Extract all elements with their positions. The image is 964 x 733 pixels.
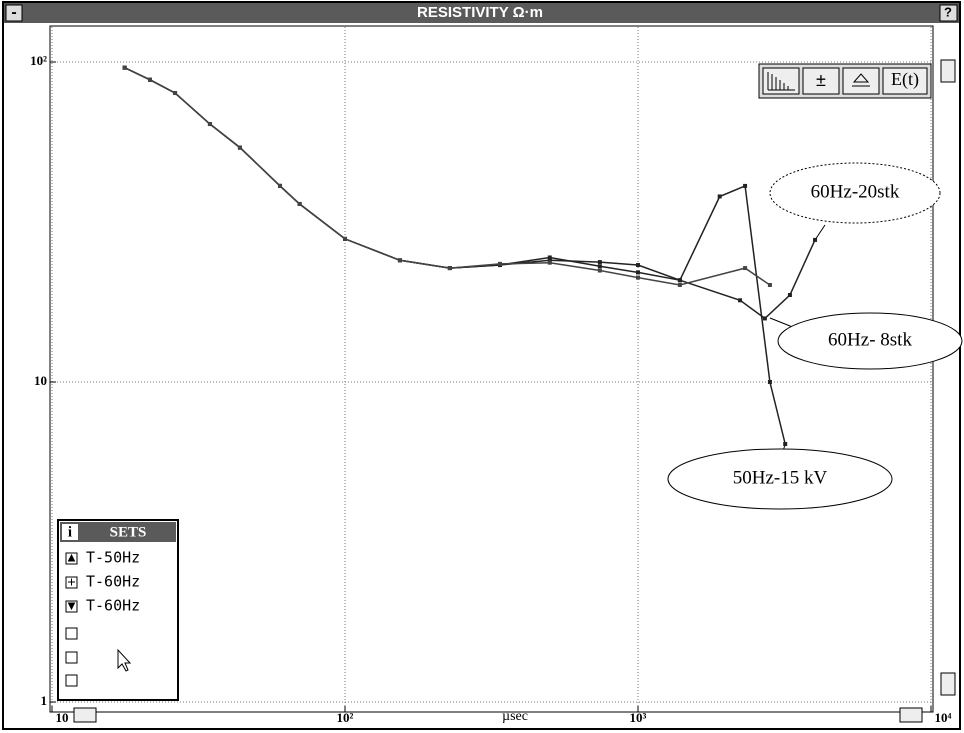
menu-button-label[interactable]: - [11, 4, 16, 21]
toolbar: ± E(t) [758, 63, 932, 99]
callout-line [814, 224, 826, 241]
data-point [743, 183, 748, 188]
data-point [813, 237, 818, 242]
x-tick-label: 10⁴ [935, 710, 952, 725]
legend-box [57, 519, 179, 701]
annotation-bubble [777, 312, 963, 370]
data-point [767, 282, 772, 287]
data-point [147, 77, 152, 82]
data-point [738, 298, 743, 303]
legend-header [60, 522, 176, 542]
data-point [237, 145, 242, 150]
data-point [547, 258, 552, 263]
legend-title: SETS [110, 524, 147, 540]
window-title: RESISTIVITY Ω·m [417, 4, 543, 21]
x-tick-label: 10² [337, 710, 354, 725]
annotation: 60Hz-20stk [811, 181, 900, 202]
data-point [207, 122, 212, 127]
legend-label: T-60Hz [86, 597, 140, 615]
y-tick-label: 10² [30, 53, 47, 68]
data-point [597, 260, 602, 265]
data-point [762, 316, 767, 321]
annotation: 60Hz- 8stk [828, 329, 912, 350]
x-tick-label: 10³ [630, 710, 647, 725]
filter-icon [852, 73, 870, 87]
filter-button[interactable] [842, 67, 880, 95]
bars-icon [767, 72, 795, 91]
data-point [717, 194, 722, 199]
data-point [677, 282, 682, 287]
data-point [277, 183, 282, 188]
menu-button[interactable] [5, 4, 23, 22]
legend-symbol [68, 578, 75, 586]
annotation-bubble [769, 162, 941, 224]
data-point [597, 264, 602, 269]
data-point [636, 270, 640, 275]
data-point [297, 201, 302, 206]
legend-symbol [67, 553, 76, 562]
et-button-label[interactable]: E(t) [891, 69, 919, 90]
legend-info: i [68, 524, 72, 540]
legend: i SETS [57, 519, 179, 701]
legend-marker [65, 600, 78, 613]
data-point [597, 268, 602, 273]
data-point [547, 260, 552, 265]
scroll-right[interactable] [899, 707, 923, 723]
scroll-down[interactable] [940, 672, 956, 696]
data-point [636, 263, 640, 268]
y-tick-label: 1 [41, 693, 48, 708]
et-button[interactable] [882, 67, 928, 95]
error-button[interactable] [802, 67, 840, 95]
legend-symbol [67, 602, 76, 611]
data-point [677, 278, 682, 283]
data-point [783, 442, 788, 447]
data-point [547, 255, 552, 260]
legend-label: T-50Hz [86, 549, 140, 567]
data-point [173, 91, 178, 96]
cursor [117, 648, 132, 672]
annotation: 50Hz-15 kV [733, 467, 828, 488]
data-point [397, 258, 402, 263]
title-bar [4, 3, 959, 23]
legend-empty-slot [65, 627, 78, 640]
data-point [767, 380, 772, 384]
x-axis-label: µsec [502, 709, 528, 724]
help-button-label[interactable]: ? [944, 4, 952, 19]
legend-marker [65, 576, 78, 589]
legend-empty-slot [65, 674, 78, 687]
legend-empty-slot [65, 651, 78, 664]
y-tick-label: 10 [34, 373, 47, 388]
plot-frame [49, 25, 934, 713]
data-point [636, 275, 640, 280]
data-point [343, 236, 347, 241]
error-button-label[interactable]: ± [816, 70, 826, 90]
data-point [787, 293, 792, 298]
scroll-left[interactable] [73, 707, 97, 723]
scroll-up[interactable] [940, 59, 956, 83]
legend-marker [65, 552, 78, 565]
legend-info-box [62, 524, 78, 540]
legend-label: T-60Hz [86, 573, 140, 591]
annotation-bubble [667, 448, 893, 510]
data-point [743, 266, 748, 271]
data-point [122, 65, 127, 70]
help-button[interactable] [939, 4, 958, 22]
data-point [447, 266, 452, 271]
x-tick-label: 10 [56, 710, 69, 725]
data-point [497, 261, 502, 266]
